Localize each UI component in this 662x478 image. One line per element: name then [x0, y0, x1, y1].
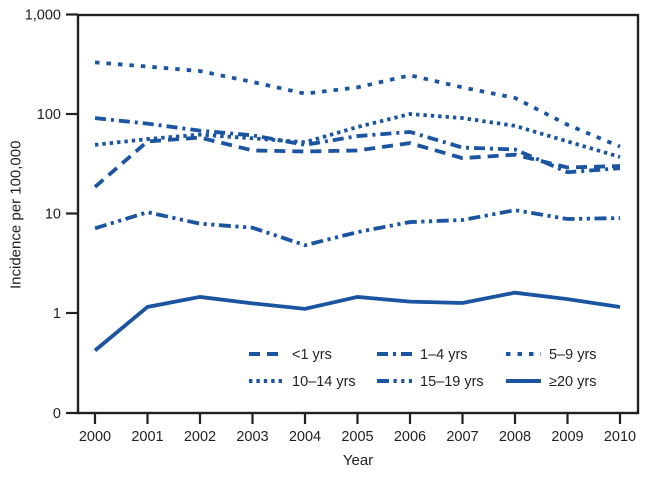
series-line-20-yrs: [93, 290, 621, 352]
legend-label-1-4-yrs: 1–4 yrs: [420, 347, 468, 363]
y-tick-label: 1: [53, 306, 61, 322]
y-tick-label: 0: [53, 406, 61, 422]
x-tick-label: 2004: [289, 429, 321, 445]
y-tick-label: 10: [45, 207, 61, 223]
series-line-1-4-yrs: [94, 116, 621, 175]
x-tick-label: 2003: [236, 429, 268, 445]
legend-label-20-yrs: ≥20 yrs: [549, 374, 596, 390]
x-tick-label: 2005: [341, 429, 373, 445]
x-tick-label: 2006: [394, 429, 426, 445]
x-tick-label: 2009: [551, 429, 583, 445]
y-axis-title: Incidence per 100,000: [7, 140, 25, 290]
x-tick-label: 2008: [499, 429, 531, 445]
x-tick-label: 2002: [184, 429, 216, 445]
x-tick-label: 2001: [131, 429, 163, 445]
x-tick-label: 2000: [79, 429, 111, 445]
series-line-15-19-yrs: [94, 208, 621, 248]
x-tick-label: 2010: [604, 429, 636, 445]
series-line-5-9-yrs: [94, 60, 621, 149]
legend-label-15-19-yrs: 15–19 yrs: [420, 374, 484, 390]
y-tick-label: 1,000: [25, 8, 61, 24]
x-tick-label: 2007: [446, 429, 478, 445]
legend-label-10-14-yrs: 10–14 yrs: [292, 374, 356, 390]
x-axis-title: Year: [342, 452, 374, 469]
y-tick-label: 100: [37, 107, 61, 123]
series-line-1-yrs: [93, 135, 621, 189]
legend-label-5-9-yrs: 5–9 yrs: [549, 347, 597, 363]
legend-label-1-yrs: <1 yrs: [292, 347, 332, 363]
